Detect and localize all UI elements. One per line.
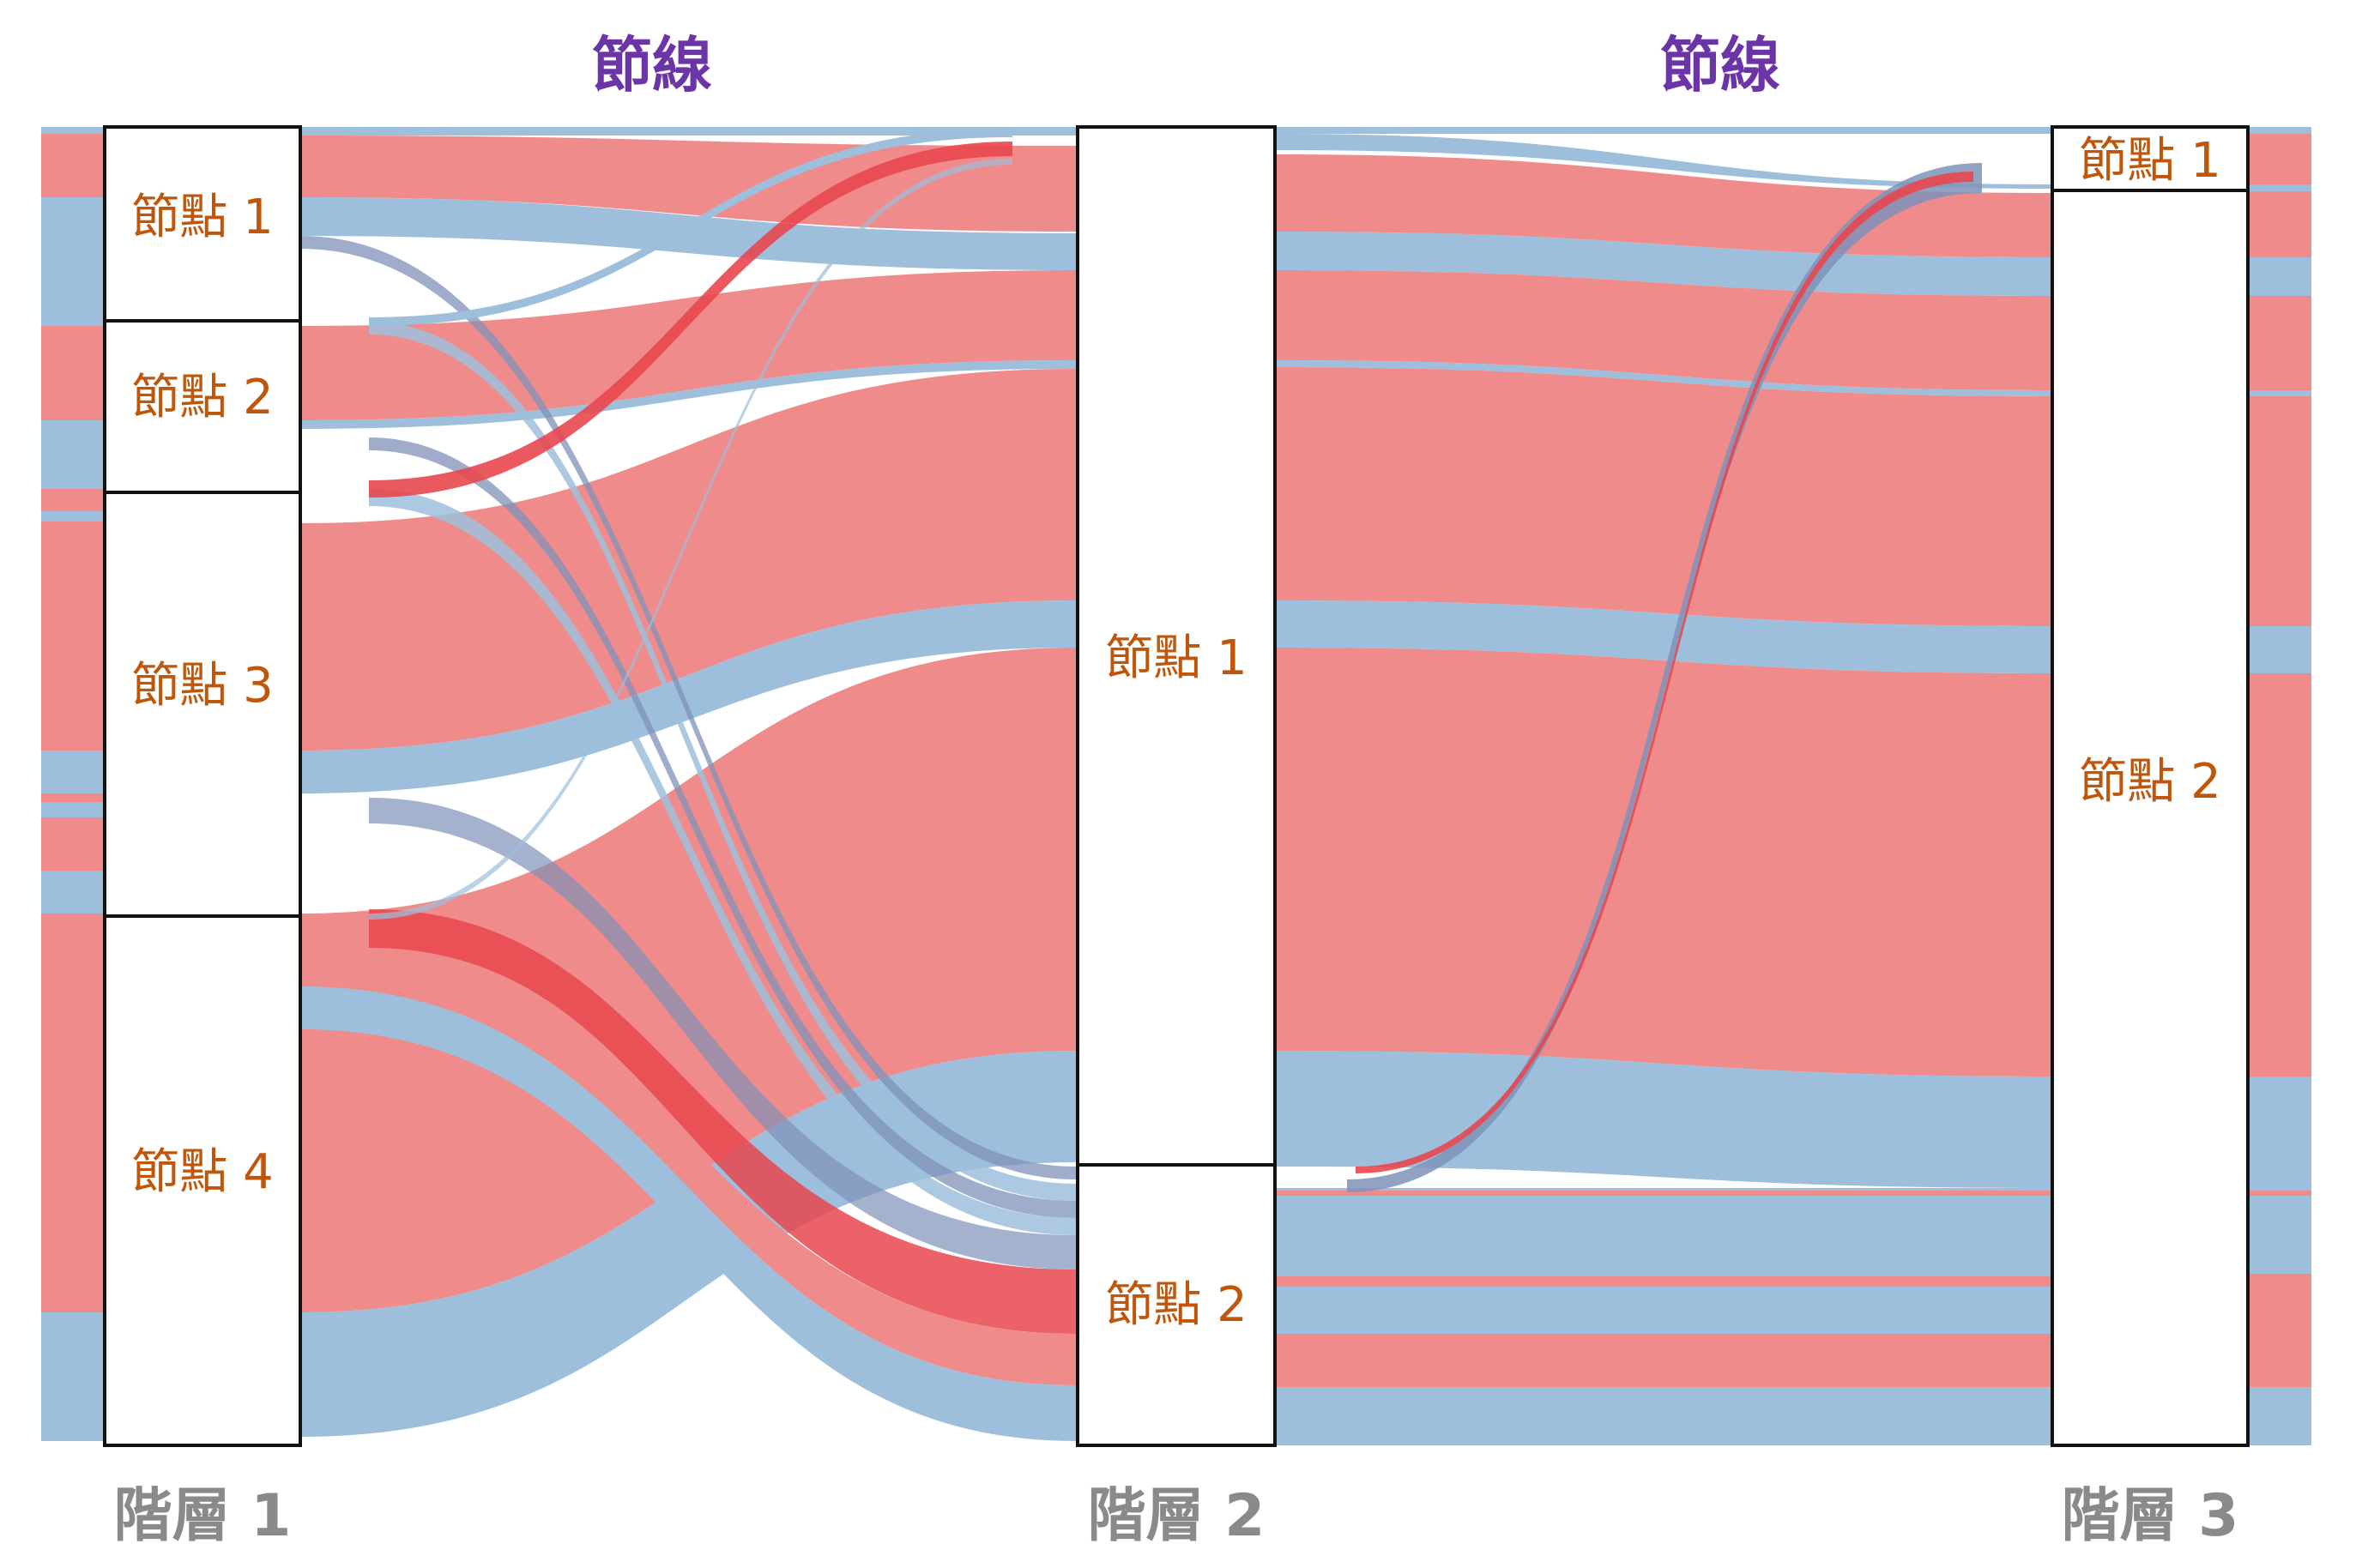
layer1-node2-box xyxy=(103,319,302,494)
section-title-right: 節線 xyxy=(1660,30,1780,100)
layer-1-nodes: 節點 1 節點 2 節點 3 節點 4 xyxy=(103,125,302,1447)
layer-2-label: 階層 2 xyxy=(1088,1482,1266,1550)
layer-2-nodes: 節點 1 節點 2 xyxy=(1076,125,1277,1447)
layer3-node2-box xyxy=(2051,189,2250,1447)
flows-layer2-layer3 xyxy=(1277,127,2052,1445)
layer1-node4-label: 節點 4 xyxy=(131,1144,273,1200)
layer1-node3-box xyxy=(103,491,302,918)
layer1-node4-box xyxy=(103,914,302,1447)
layer2-node2-box xyxy=(1076,1163,1277,1447)
layer1-node1-box xyxy=(103,125,302,323)
layer2-node1-box xyxy=(1076,125,1277,1167)
layer-3-label: 階層 3 xyxy=(2062,1482,2239,1550)
layer1-node3-label: 節點 3 xyxy=(131,658,273,714)
layer1-node1-label: 節點 1 xyxy=(131,190,273,245)
layer2-node1-label: 節點 1 xyxy=(1105,630,1247,686)
layer2-node2-label: 節點 2 xyxy=(1105,1277,1247,1333)
right-edge-strip xyxy=(2250,127,2311,1445)
section-title-left: 節線 xyxy=(592,30,712,100)
layer1-node2-label: 節點 2 xyxy=(131,370,273,425)
layer3-node1-label: 節點 1 xyxy=(2079,133,2220,189)
flows-layer1-layer2 xyxy=(300,127,1076,1441)
layer-3-nodes: 節點 1 節點 2 xyxy=(2051,125,2250,1447)
layer3-node2-label: 節點 2 xyxy=(2079,754,2220,810)
left-edge-strip xyxy=(41,127,105,1441)
layer-1-label: 階層 1 xyxy=(114,1482,292,1550)
